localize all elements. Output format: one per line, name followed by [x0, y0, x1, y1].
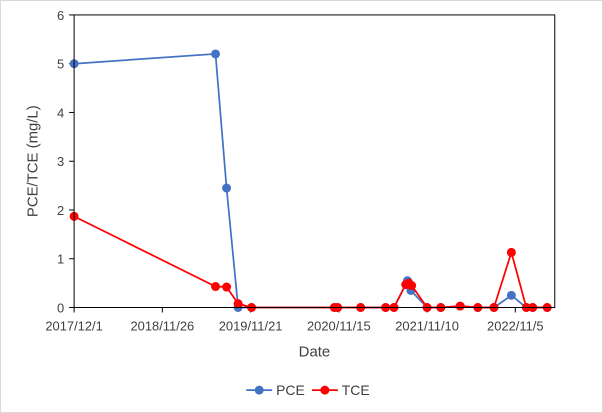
- y-tick-label: 5: [57, 57, 64, 72]
- x-tick-label: 2021/11/10: [395, 318, 459, 333]
- series-tce-line: [73, 215, 548, 309]
- series-layer: [69, 49, 552, 312]
- x-tick-label: 2017/12/1: [45, 318, 103, 333]
- series-tce-point: [211, 282, 221, 292]
- legend: PCE TCE: [246, 382, 370, 398]
- series-tce-point: [222, 282, 232, 292]
- plot-area-frame: [73, 14, 556, 309]
- x-axis-title: Date: [299, 343, 331, 360]
- x-axis-ticks: 2017/12/1 2018/11/26 2019/11/21 2020/11/15 2…: [45, 307, 544, 333]
- y-axis-title: PCE/TCE (mg/L): [24, 105, 41, 217]
- x-tick-label: 2018/11/26: [130, 318, 194, 333]
- legend-label: TCE: [342, 382, 370, 398]
- legend-item-pce: PCE: [246, 382, 305, 398]
- y-tick-label: 3: [57, 154, 64, 169]
- y-tick-label: 4: [57, 105, 64, 120]
- legend-item-tce: TCE: [311, 382, 370, 398]
- series-pce: [69, 49, 552, 312]
- series-tce-point: [455, 301, 465, 311]
- x-tick-label: 2022/11/5: [487, 318, 544, 333]
- y-tick-label: 6: [57, 8, 64, 23]
- series-pce-point: [506, 290, 516, 300]
- legend-label: PCE: [276, 382, 305, 398]
- legend-swatch-marker: [320, 385, 330, 395]
- series-pce-line: [74, 53, 548, 309]
- y-axis-ticks: 0 1 2 3 4 5 6: [57, 8, 75, 315]
- series-tce-point: [506, 247, 516, 257]
- series-tce-point: [233, 299, 243, 309]
- y-tick-label: 0: [57, 300, 64, 315]
- series-pce-point: [211, 49, 221, 59]
- series-tce: [69, 211, 552, 312]
- x-tick-label: 2020/11/15: [307, 318, 371, 333]
- y-tick-label: 2: [57, 203, 64, 218]
- y-tick-label: 1: [57, 252, 64, 267]
- x-tick-label: 2019/11/21: [219, 318, 283, 333]
- series-tce-point: [407, 281, 417, 291]
- legend-swatch-marker: [254, 385, 264, 395]
- series-pce-point: [222, 183, 232, 193]
